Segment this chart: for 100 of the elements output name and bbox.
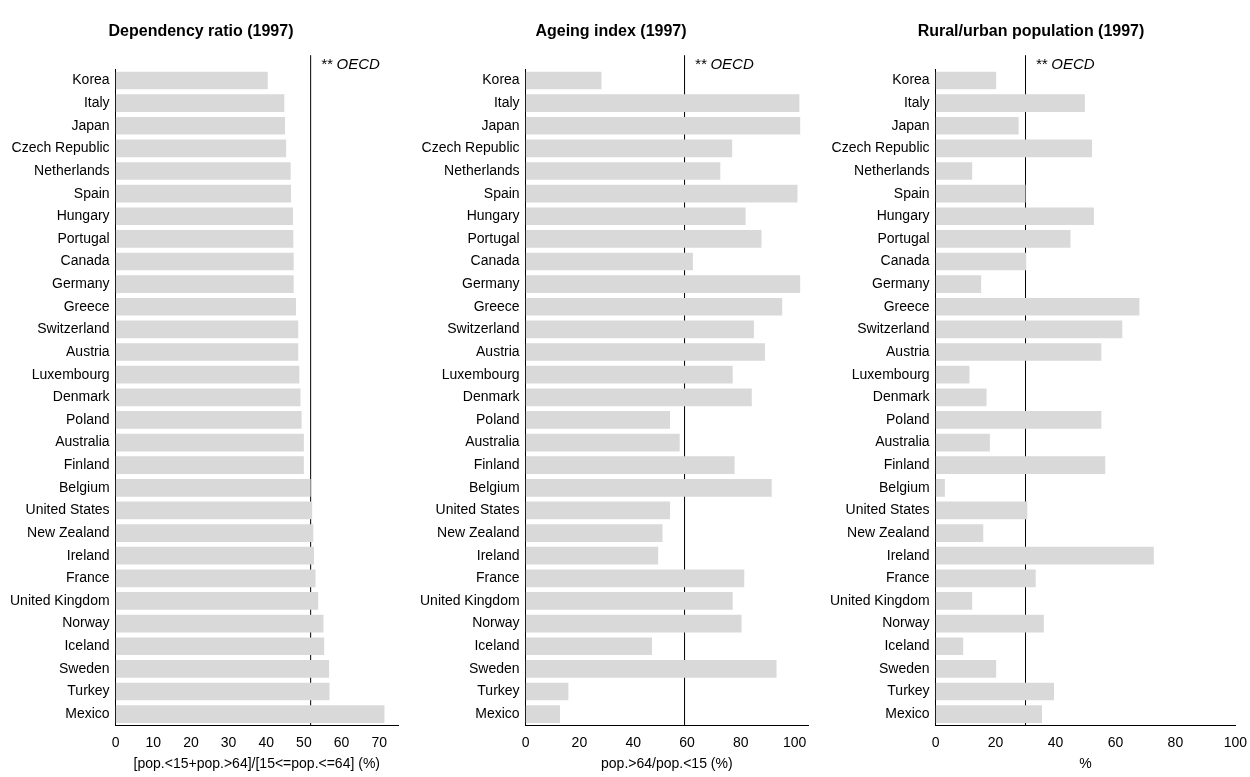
x-tick-label: 0 <box>111 733 120 750</box>
y-tick-label: Finland <box>473 456 520 473</box>
y-tick-label: Belgium <box>879 478 930 495</box>
x-tick-label: 0 <box>521 733 530 750</box>
bar <box>935 614 1044 633</box>
bar <box>115 116 286 135</box>
y-tick-label: Turkey <box>67 682 110 699</box>
y-tick-label: Denmark <box>462 388 521 405</box>
y-tick-label: Austria <box>886 342 930 359</box>
x-axis-title: [pop.<15+pop.>64]/[15<=pop.<=64] (%) <box>133 755 380 772</box>
bar <box>935 343 1102 361</box>
y-tick-label: Austria <box>66 342 110 359</box>
chart-title: Ageing index (1997) <box>535 22 687 40</box>
bar <box>525 343 765 361</box>
bar <box>935 252 1027 271</box>
y-tick-label: Japan <box>71 116 110 133</box>
bar <box>115 388 301 407</box>
y-tick-label: France <box>886 569 930 586</box>
bar <box>935 456 1106 475</box>
x-tick-label: 40 <box>1047 733 1064 750</box>
y-tick-label: Belgium <box>59 478 110 495</box>
y-tick-label: Iceland <box>64 637 110 654</box>
bar <box>115 162 291 180</box>
bar <box>525 230 762 248</box>
y-tick-label: Greece <box>63 297 110 314</box>
bar <box>115 478 311 497</box>
y-tick-label: Portugal <box>467 229 520 246</box>
bar <box>525 275 801 293</box>
y-tick-label: Turkey <box>887 682 930 699</box>
y-tick-label: Luxembourg <box>851 365 930 382</box>
y-tick-label: Korea <box>72 71 110 88</box>
y-tick-label: New Zealand <box>27 523 110 540</box>
bar <box>525 162 721 180</box>
bar <box>935 297 1140 316</box>
ref-line-label: ** OECD <box>320 54 380 72</box>
bar <box>525 139 733 158</box>
y-tick-label: Portugal <box>877 229 930 246</box>
bar <box>525 637 653 656</box>
y-tick-label: Luxembourg <box>31 365 110 382</box>
y-tick-label: Austria <box>476 342 520 359</box>
bar <box>525 592 733 610</box>
y-tick-label: Australia <box>55 433 110 450</box>
bar <box>935 660 997 678</box>
y-tick-label: Ireland <box>476 546 520 563</box>
bar <box>115 411 302 429</box>
bar <box>525 501 671 520</box>
bar <box>115 456 304 475</box>
y-tick-label: Portugal <box>57 229 110 246</box>
y-tick-label: Netherlands <box>34 161 110 178</box>
y-tick-label: Greece <box>473 297 520 314</box>
x-tick-label: 70 <box>371 733 388 750</box>
bar <box>115 343 299 361</box>
y-tick-label: Switzerland <box>37 320 110 337</box>
y-tick-label: Ireland <box>66 546 110 563</box>
bar <box>935 501 1028 520</box>
chart-title: Rural/urban population (1997) <box>917 22 1145 40</box>
y-tick-label: Netherlands <box>854 161 930 178</box>
bar <box>115 592 319 610</box>
bar <box>525 456 735 475</box>
bar <box>525 252 693 271</box>
bar <box>115 71 268 90</box>
bar <box>115 297 296 316</box>
y-tick-label: Norway <box>472 614 520 631</box>
bar <box>935 320 1123 339</box>
y-tick-label: United States <box>25 501 110 518</box>
x-tick-label: 60 <box>333 733 350 750</box>
ref-line-label: ** OECD <box>694 54 754 72</box>
y-tick-label: Italy <box>83 94 110 110</box>
bar <box>525 94 800 112</box>
y-tick-label: Canada <box>60 252 110 269</box>
y-tick-label: Sweden <box>879 659 930 676</box>
bar <box>525 660 777 678</box>
x-tick-label: 60 <box>1107 733 1124 750</box>
x-tick-label: 10 <box>145 733 162 750</box>
bar <box>525 478 772 497</box>
bar <box>525 524 663 542</box>
bar <box>935 184 1026 203</box>
y-tick-label: Finland <box>883 456 930 473</box>
y-tick-label: Luxembourg <box>441 365 520 382</box>
bar <box>525 116 801 135</box>
y-tick-label: Iceland <box>884 637 930 654</box>
bar <box>935 592 973 610</box>
bar <box>115 682 330 701</box>
y-tick-label: Netherlands <box>444 161 520 178</box>
bar <box>935 275 982 293</box>
y-tick-label: Germany <box>872 275 930 292</box>
y-tick-label: Mexico <box>885 704 930 721</box>
y-tick-label: Czech Republic <box>421 139 520 156</box>
y-tick-label: Czech Republic <box>11 139 110 156</box>
bar <box>115 184 292 203</box>
x-tick-label: 20 <box>987 733 1004 750</box>
x-tick-label: 80 <box>1167 733 1184 750</box>
x-tick-label: 0 <box>931 733 940 750</box>
bar <box>525 682 569 701</box>
bar <box>935 524 984 542</box>
y-tick-label: New Zealand <box>437 523 520 540</box>
bar <box>525 297 783 316</box>
y-tick-label: Czech Republic <box>831 139 930 156</box>
x-axis-title: % <box>1079 755 1092 772</box>
bar <box>935 94 1085 112</box>
